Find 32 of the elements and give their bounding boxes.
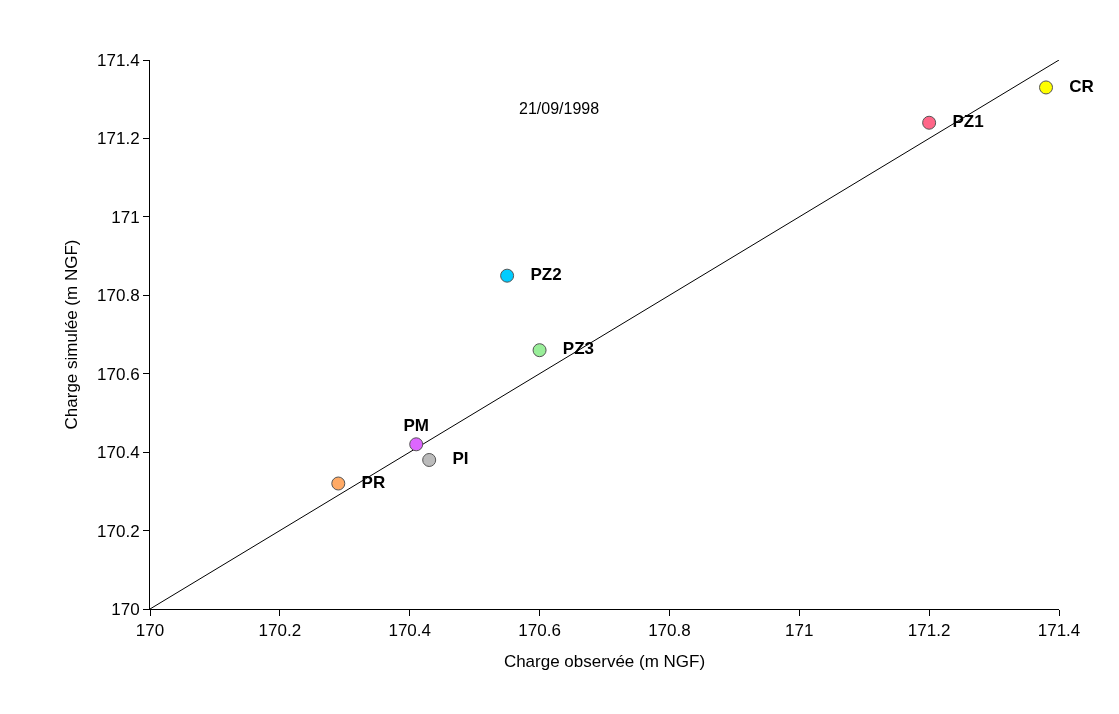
y-tick-label: 170.6 xyxy=(97,364,140,384)
point xyxy=(409,437,424,452)
y-tick-label: 170.8 xyxy=(97,286,140,306)
x-tick-label: 170 xyxy=(135,621,165,641)
x-tick-label: 170.2 xyxy=(258,621,302,641)
y-tick-label: 170.2 xyxy=(97,521,140,541)
series-label: PR xyxy=(361,472,386,492)
x-tick-label: 170.4 xyxy=(388,621,431,641)
series-label: CR xyxy=(1069,76,1094,96)
point xyxy=(331,476,346,491)
y-axis-title: Charge simulée (m NGF) xyxy=(61,239,81,430)
point xyxy=(1039,80,1054,95)
series-label: PI xyxy=(452,449,469,469)
point xyxy=(532,343,547,358)
point xyxy=(922,115,937,130)
y-tick-label: 171.4 xyxy=(97,50,140,70)
series-label: PM xyxy=(403,415,429,435)
x-tick-label: 170.8 xyxy=(648,621,691,641)
y-tick-label: 171 xyxy=(111,207,140,227)
series-label: PZ2 xyxy=(530,264,562,284)
y-tick-label: 170.4 xyxy=(97,443,140,463)
x-axis-title: Charge observée (m NGF) xyxy=(503,651,706,671)
x-tick-label: 171 xyxy=(785,621,814,641)
point xyxy=(422,452,437,467)
point xyxy=(500,268,515,283)
x-tick-label: 171.4 xyxy=(1037,621,1081,641)
series-label: PZ1 xyxy=(952,111,984,131)
x-tick-label: 171.2 xyxy=(907,621,951,641)
y-tick-label: 170 xyxy=(111,599,140,619)
x-tick-label: 170.6 xyxy=(518,621,561,641)
annotation: 21/09/1998 xyxy=(519,100,600,117)
y-tick-label: 171.2 xyxy=(97,129,140,149)
